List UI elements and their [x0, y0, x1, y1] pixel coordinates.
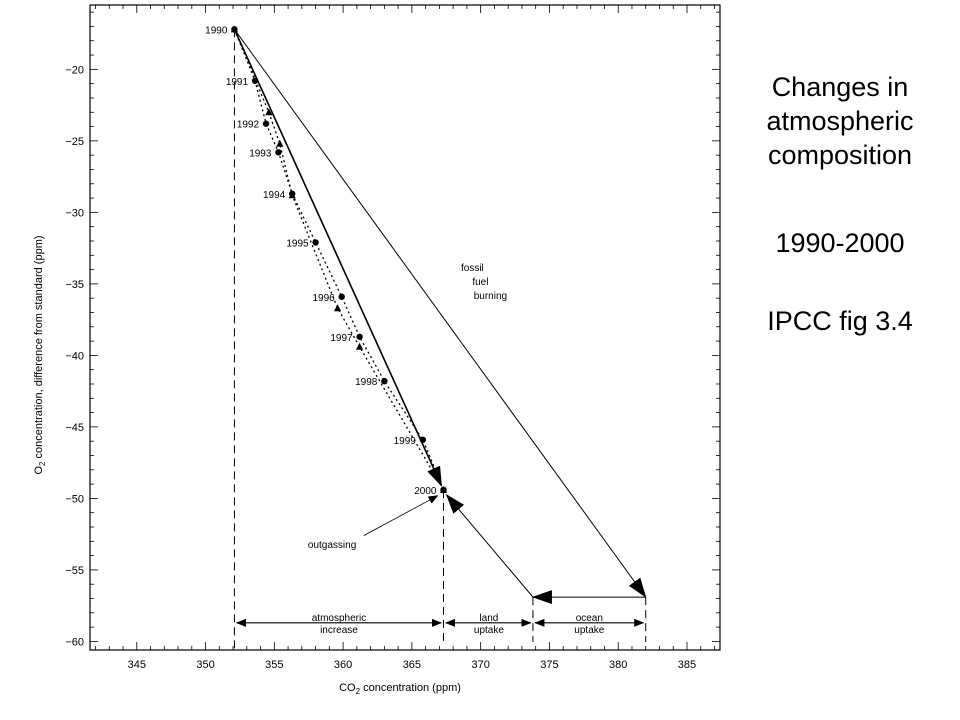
x-tick-label: 370 [471, 659, 489, 671]
series-line [233, 29, 445, 491]
side-source: IPCC fig 3.4 [767, 306, 913, 336]
x-tick-label: 375 [540, 659, 558, 671]
year-label: 1992 [237, 120, 260, 131]
x-tick-label: 385 [678, 659, 696, 671]
data-series: 1990 1991 1992 1993 1994 1995 1996 1997 1998 1999… [205, 25, 448, 497]
y-tick-label: −50 [65, 493, 84, 505]
year-label: 1994 [263, 190, 286, 201]
x-tick-label: 350 [196, 659, 214, 671]
annotation-text: uptake [474, 625, 504, 636]
side-years: 1990-2000 [775, 228, 905, 258]
x-axis: 345 350 355 360 365 370 375 380 385 [95, 5, 715, 671]
y-axis-label: O2 concentration, difference from standa… [33, 235, 47, 474]
plot-frame [89, 4, 721, 651]
annotation-text: uptake [574, 625, 604, 636]
year-label: 1991 [226, 77, 249, 88]
data-point-triangle [230, 25, 239, 33]
y-tick-label: −30 [65, 207, 84, 219]
annotation-text: ocean [576, 613, 603, 624]
data-point-triangle [276, 139, 284, 147]
side-title-line: Changes in [771, 72, 909, 102]
year-label: 1997 [330, 333, 353, 344]
fossil-fuel-arrow [234, 29, 647, 598]
x-axis-label: CO2 concentration (ppm) [339, 682, 461, 696]
plot-border [89, 4, 721, 651]
x-tick-label: 345 [128, 659, 146, 671]
annotation-text: fuel [472, 277, 488, 288]
data-point [275, 149, 282, 156]
data-point-triangle [356, 342, 364, 350]
data-point [312, 239, 319, 246]
year-label: 1993 [249, 148, 272, 159]
year-label: 1998 [355, 377, 378, 388]
y-tick-label: −25 [65, 136, 84, 148]
data-point [419, 436, 427, 443]
land-uptake-arrow [445, 494, 534, 598]
y-tick-label: −60 [65, 636, 84, 648]
outgassing-pointer [363, 495, 439, 536]
y-tick-label: −20 [65, 64, 84, 76]
data-point-triangle [333, 304, 342, 312]
x-tick-label: 365 [403, 659, 421, 671]
data-point-triangle [288, 191, 296, 199]
annotation-text: increase [320, 625, 358, 636]
side-title-line: atmospheric [766, 106, 914, 136]
x-tick-label: 360 [334, 659, 352, 671]
data-point-triangle [265, 108, 273, 116]
year-label: 1999 [394, 436, 417, 447]
year-label: 1995 [286, 238, 309, 249]
year-label: 2000 [414, 486, 437, 497]
observed-trend-arrow [233, 28, 443, 487]
annotation-text: burning [474, 291, 507, 302]
y-axis: −20 −25 −30 −35 −40 −45 −50 −55 −60 [65, 11, 720, 648]
side-title: Changes in atmospheric composition [730, 70, 950, 172]
data-point [381, 377, 388, 385]
y-tick-label: −55 [65, 565, 84, 577]
x-tick-label: 380 [609, 659, 627, 671]
year-label: 1996 [312, 293, 335, 304]
y-tick-label: −35 [65, 279, 84, 291]
data-point [251, 77, 259, 84]
year-label: 1990 [205, 25, 228, 36]
data-point [356, 333, 363, 340]
annotation-text: outgassing [308, 540, 356, 551]
annotation-text: fossil [461, 263, 484, 274]
data-point-triangle [439, 485, 448, 493]
annotation-text: atmospheric [312, 613, 366, 624]
annotation-text: land [479, 613, 498, 624]
side-title-line: composition [767, 140, 913, 170]
data-point [338, 293, 345, 300]
y-tick-label: −45 [65, 422, 84, 434]
annotations: fossil fuel burning outgassing atmosphericin… [308, 263, 605, 636]
y-tick-label: −40 [65, 350, 84, 362]
x-tick-label: 355 [265, 659, 283, 671]
data-point [262, 120, 270, 127]
budget-arrows [233, 28, 647, 650]
